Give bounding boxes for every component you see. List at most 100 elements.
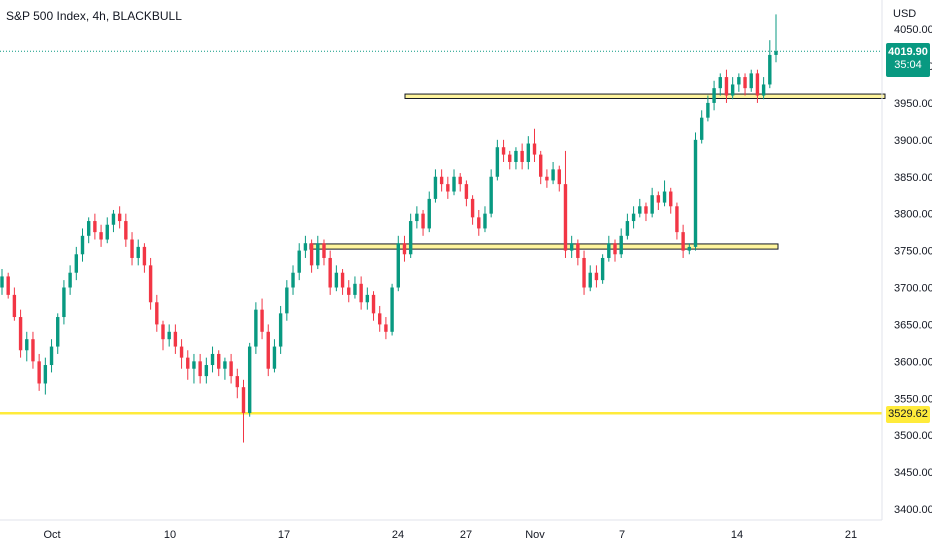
candle-body [378, 313, 382, 325]
time-tick-label: Nov [525, 529, 545, 541]
candle-body [347, 287, 351, 295]
candle-body [501, 147, 506, 155]
candle-body [693, 139, 698, 247]
time-tick-label: Oct [43, 529, 60, 541]
candle-body [402, 243, 407, 255]
time-tick-label: 10 [164, 529, 176, 541]
candle-body [161, 324, 165, 340]
candle-body [644, 206, 648, 214]
candle-body [545, 176, 549, 181]
price-tick-label: 3400.00 [894, 504, 932, 516]
candle-body [186, 357, 190, 369]
candle-body [266, 331, 270, 369]
candle-body [768, 54, 772, 85]
candle-body [669, 191, 673, 207]
currency-label: USD [893, 8, 917, 20]
candle-body [464, 184, 469, 199]
candle-body [247, 346, 252, 414]
candle-body [520, 150, 524, 162]
candle-body [650, 195, 654, 214]
candle-body [148, 265, 153, 303]
candle-body [49, 346, 54, 366]
candle-body [68, 272, 72, 288]
candle-body [297, 250, 301, 273]
candle-body [235, 376, 239, 388]
candle-body [217, 353, 221, 369]
candles-layer [0, 14, 778, 443]
price-tick-label: 3950.00 [894, 98, 932, 110]
candle-body [495, 147, 500, 177]
price-tick-label: 3600.00 [894, 356, 932, 368]
candle-body [43, 365, 48, 384]
candle-body [93, 221, 97, 233]
last-price-tag: 4019.90 35:04 [886, 43, 930, 77]
candle-body [254, 309, 258, 347]
time-tick-label: 21 [845, 529, 857, 541]
candle-body [204, 365, 209, 377]
candle-body [408, 221, 413, 255]
price-axis[interactable]: 4050.004000.003950.003900.003850.003800.… [894, 24, 932, 516]
candle-body [421, 213, 425, 229]
candle-body [761, 84, 766, 96]
candle-body [551, 169, 555, 181]
price-tick-label: 3500.00 [894, 430, 932, 442]
candle-body [774, 51, 778, 55]
candle-body [229, 361, 233, 377]
candle-body [687, 246, 692, 251]
candle-body [743, 77, 747, 89]
candle-body [582, 257, 586, 288]
candle-body [74, 254, 79, 273]
support-level-tag: 3529.62 [886, 406, 930, 423]
candle-body [291, 272, 295, 288]
candle-body [730, 84, 735, 96]
candle-body [675, 206, 679, 233]
candle-body [557, 169, 561, 185]
time-tick-label: 14 [731, 529, 743, 541]
candle-body [223, 361, 227, 369]
candle-body [755, 73, 760, 96]
candle-body [155, 302, 159, 325]
chart-title: S&P 500 Index, 4h, BLACKBULL [6, 9, 182, 23]
candle-body [62, 287, 66, 318]
candle-body [483, 213, 487, 229]
candle-body [86, 221, 91, 236]
candle-body [353, 283, 357, 295]
candle-body [328, 257, 332, 288]
candle-body [594, 272, 599, 281]
candle-body [192, 361, 196, 369]
candle-body [433, 176, 438, 199]
candle-body [563, 184, 568, 251]
candle-body [396, 243, 400, 288]
price-tick-label: 3800.00 [894, 209, 932, 221]
candle-body [272, 346, 277, 369]
candle-body [130, 239, 134, 258]
candle-body [18, 317, 23, 351]
candle-body [712, 88, 716, 103]
candle-body [198, 361, 202, 377]
candle-body [309, 243, 314, 266]
candle-body [427, 198, 431, 229]
candle-body [105, 224, 109, 240]
candle-body [514, 150, 518, 162]
candle-body [241, 387, 246, 414]
price-tick-label: 3850.00 [894, 172, 932, 184]
candle-body [142, 246, 147, 266]
zones-layer [0, 93, 886, 415]
candle-body [322, 243, 326, 258]
candle-body [173, 331, 178, 347]
candle-body [359, 283, 363, 303]
candle-body [508, 154, 512, 162]
candle-body [439, 176, 444, 185]
candle-body [613, 243, 617, 255]
candle-body [619, 235, 623, 255]
candle-body [588, 272, 592, 288]
time-axis[interactable]: Oct 10 17 24 27 Nov 7 14 21 [43, 529, 857, 541]
candle-body [607, 243, 611, 258]
candle-body [6, 276, 10, 295]
candle-body [316, 243, 320, 266]
candle-body [365, 294, 370, 303]
candle-body [285, 287, 289, 314]
time-tick-label: 27 [460, 529, 472, 541]
